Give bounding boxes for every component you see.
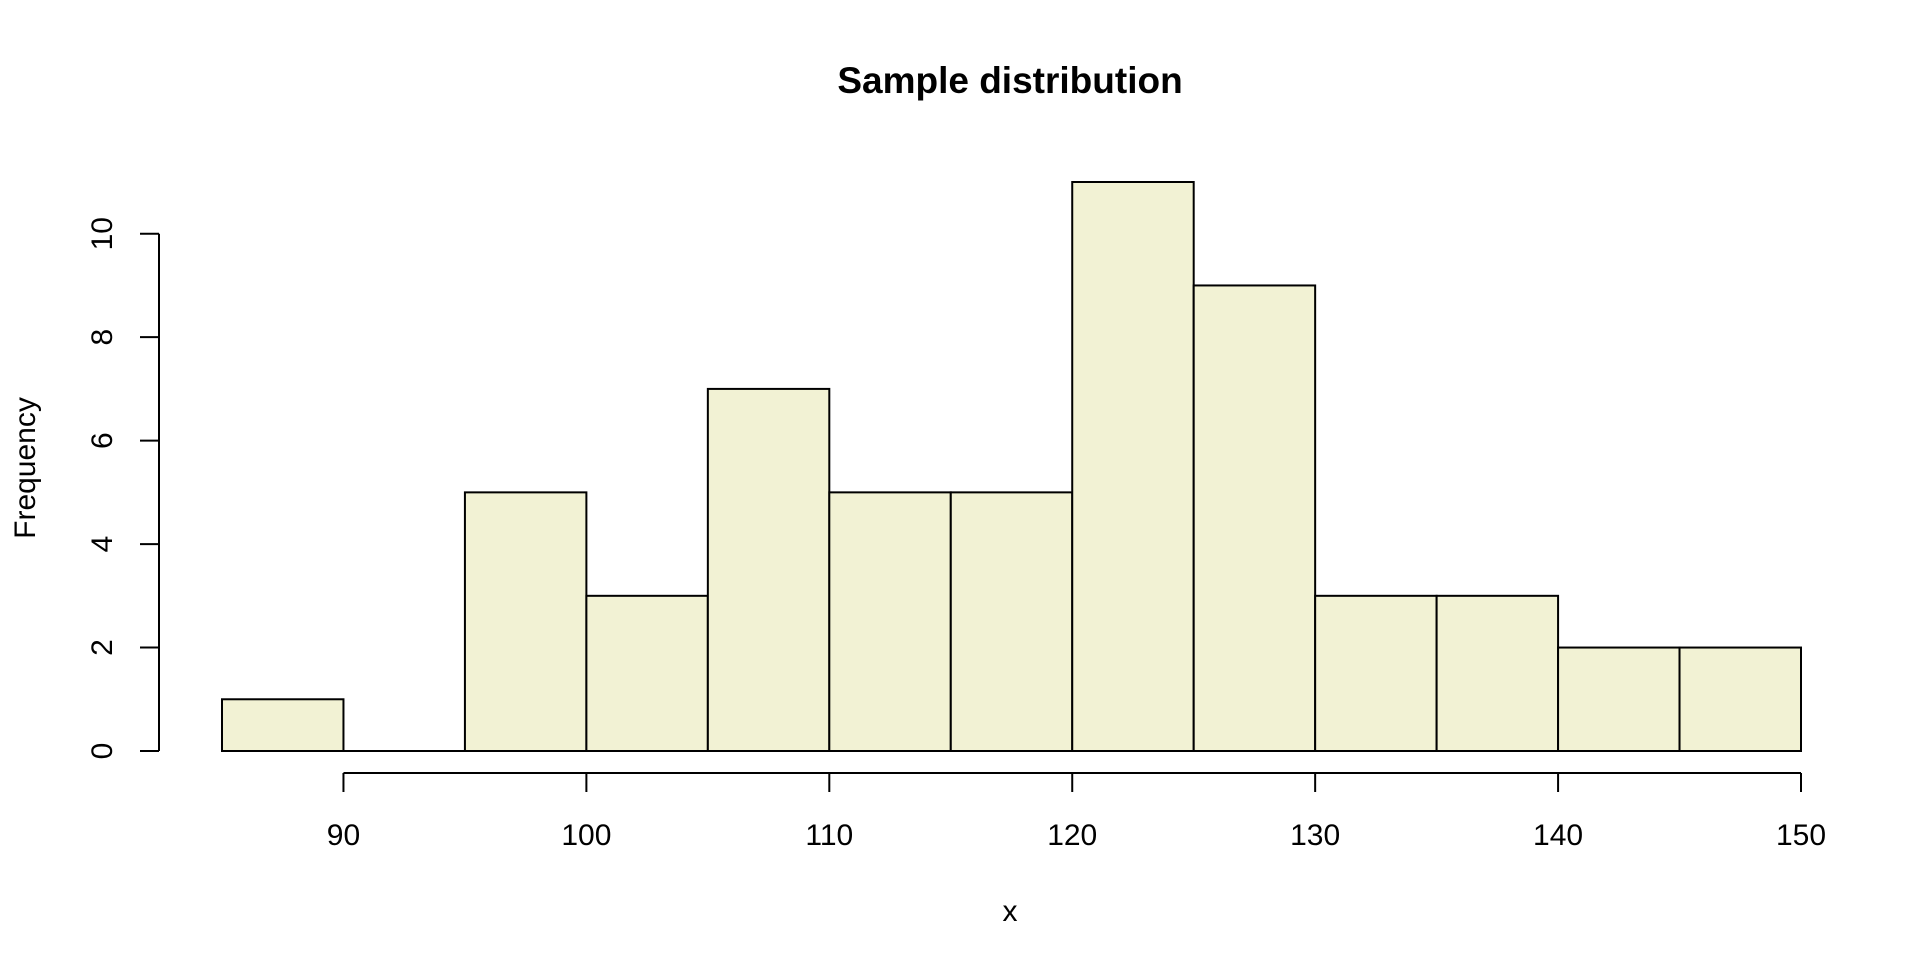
histogram-bar	[1557, 646, 1681, 753]
x-tick-label: 140	[1533, 819, 1583, 852]
histogram-bar	[1314, 594, 1438, 752]
histogram-bar	[1435, 594, 1560, 752]
y-tick-label: 2	[86, 639, 119, 656]
histogram-bar	[1678, 646, 1802, 753]
histogram-bar	[706, 387, 831, 752]
x-axis: 90 100 110 120 130 140 150	[327, 772, 1826, 852]
y-axis-label: Frequency	[9, 397, 42, 539]
x-tick-label: 150	[1776, 819, 1826, 852]
chart-title: Sample distribution	[837, 60, 1182, 101]
x-tick-label: 100	[561, 819, 611, 852]
y-tick-label: 10	[86, 217, 119, 250]
histogram-bar	[828, 491, 952, 752]
x-tick-label: 130	[1290, 819, 1340, 852]
y-tick-label: 8	[86, 329, 119, 346]
x-tick-label: 90	[327, 819, 360, 852]
histogram-bar	[1071, 181, 1195, 752]
x-tick-label: 120	[1047, 819, 1097, 852]
y-tick-label: 4	[86, 536, 119, 553]
histogram-bar	[585, 594, 709, 752]
histogram-bar	[463, 491, 588, 752]
histogram-bar	[1192, 284, 1317, 752]
y-tick-label: 0	[86, 743, 119, 760]
y-tick-label: 6	[86, 432, 119, 449]
bars-group	[221, 181, 1802, 753]
histogram-bar	[949, 491, 1074, 752]
x-axis-label: x	[1003, 895, 1018, 928]
y-axis: 0 2 4 6 8 10	[86, 217, 160, 760]
histogram-bar	[221, 698, 345, 752]
x-tick-label: 110	[805, 819, 853, 852]
